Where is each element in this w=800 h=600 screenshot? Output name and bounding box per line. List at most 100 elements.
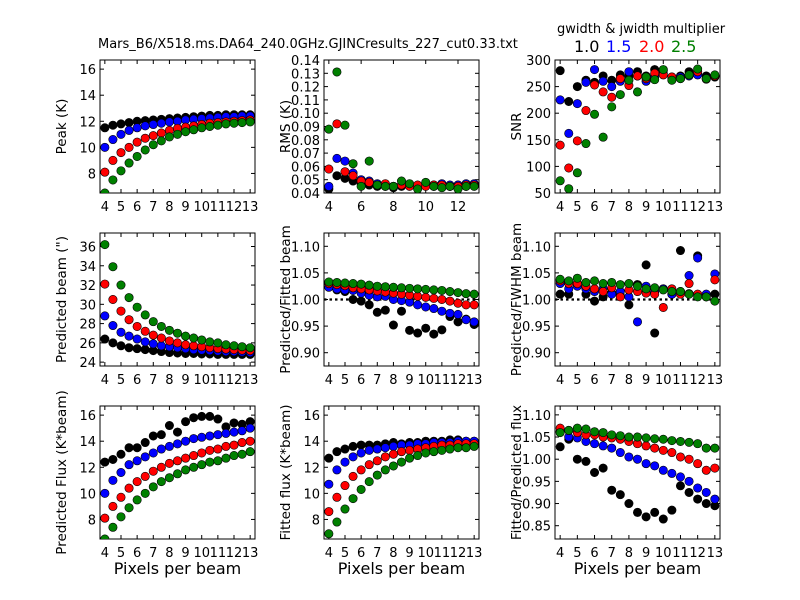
data-point-s1 <box>213 430 223 440</box>
data-point-s0 <box>581 456 591 466</box>
x-tick-label: 13 <box>466 546 483 561</box>
data-point-s0 <box>356 296 366 306</box>
y-tick-label: 12 <box>79 461 96 476</box>
data-point-s3 <box>229 451 239 461</box>
data-point-s2 <box>124 315 134 325</box>
data-point-s2 <box>641 441 651 451</box>
data-point-s3 <box>324 277 334 287</box>
data-point-s3 <box>237 449 247 459</box>
data-point-s3 <box>205 337 215 347</box>
data-point-s1 <box>632 317 642 327</box>
data-point-s3 <box>453 184 463 193</box>
data-point-s3 <box>684 437 694 447</box>
points-layer <box>324 277 479 339</box>
data-point-s2 <box>332 119 342 129</box>
data-point-s1 <box>445 308 455 318</box>
data-point-s3 <box>469 289 479 299</box>
data-point-s3 <box>598 428 608 438</box>
data-point-s2 <box>581 106 591 116</box>
data-point-s0 <box>684 487 694 497</box>
data-point-s1 <box>148 448 158 458</box>
data-point-s3 <box>380 282 390 292</box>
data-point-s3 <box>615 280 625 290</box>
data-point-s1 <box>701 487 711 497</box>
data-point-s3 <box>332 67 342 77</box>
data-point-s2 <box>461 300 471 310</box>
data-point-s0 <box>650 328 660 338</box>
data-point-s3 <box>437 285 447 295</box>
data-point-s0 <box>348 294 358 304</box>
data-point-s2 <box>684 279 694 289</box>
data-point-s0 <box>340 444 350 454</box>
data-point-s0 <box>116 119 126 129</box>
x-tick-label: 6 <box>590 546 598 561</box>
data-point-s1 <box>140 337 150 347</box>
data-point-s0 <box>356 440 366 450</box>
x-tick-label: 4 <box>556 200 564 215</box>
data-point-s2 <box>332 492 342 502</box>
panel-2: 0.040.050.060.070.080.090.100.110.120.13… <box>278 54 480 215</box>
y-axis-label: SNR <box>509 112 525 140</box>
y-tick-label: 8 <box>88 513 96 528</box>
x-tick-label: 4 <box>556 546 564 561</box>
data-point-s2 <box>607 92 617 102</box>
x-tick-label: 10 <box>655 373 672 388</box>
data-point-s1 <box>116 467 126 477</box>
data-point-s3 <box>615 431 625 441</box>
x-tick-label: 11 <box>210 200 227 215</box>
y-tick-label: 16 <box>79 409 96 424</box>
data-point-s3 <box>421 448 431 458</box>
data-point-s1 <box>229 427 239 437</box>
x-tick-label: 9 <box>405 373 413 388</box>
data-point-s2 <box>189 341 199 351</box>
data-point-s2 <box>100 513 110 523</box>
data-point-s1 <box>356 448 366 458</box>
data-point-s2 <box>156 462 166 472</box>
data-point-s3 <box>164 473 174 483</box>
data-point-s3 <box>173 129 183 139</box>
x-tick-label: 8 <box>165 373 173 388</box>
data-point-s1 <box>388 441 398 451</box>
data-point-s1 <box>710 494 720 504</box>
x-tick-label: 4 <box>325 200 333 215</box>
data-point-s1 <box>684 271 694 281</box>
data-point-s3 <box>650 434 660 444</box>
data-point-s3 <box>413 184 423 193</box>
data-point-s3 <box>108 522 118 532</box>
data-point-s3 <box>140 488 150 498</box>
x-tick-label: 10 <box>655 546 672 561</box>
data-point-s1 <box>372 444 382 454</box>
data-point-s3 <box>100 188 110 193</box>
data-point-s1 <box>461 315 471 325</box>
data-point-s3 <box>213 456 223 466</box>
data-point-s3 <box>615 90 625 100</box>
data-point-s3 <box>413 284 423 294</box>
x-tick-label: 7 <box>608 200 616 215</box>
x-tick-label: 4 <box>325 373 333 388</box>
data-point-s3 <box>701 443 711 453</box>
x-tick-label: 8 <box>389 373 397 388</box>
data-point-s3 <box>607 277 617 287</box>
data-point-s2 <box>340 481 350 491</box>
data-point-s3 <box>388 181 398 191</box>
x-tick-label: 12 <box>450 373 467 388</box>
data-point-s2 <box>164 336 174 346</box>
data-point-s3 <box>181 127 191 137</box>
data-point-s3 <box>213 120 223 130</box>
y-tick-label: 150 <box>526 134 551 149</box>
x-tick-label: 5 <box>573 546 581 561</box>
data-point-s0 <box>650 507 660 517</box>
data-point-s1 <box>100 142 110 152</box>
x-tick-label: 9 <box>642 546 650 561</box>
x-tick-label: 9 <box>405 546 413 561</box>
data-point-s1 <box>693 253 703 263</box>
y-tick-label: 1.00 <box>522 294 551 309</box>
y-axis-label: Predicted Flux (K*beam) <box>54 390 70 554</box>
y-tick-label: 0.90 <box>522 347 551 362</box>
data-point-s2 <box>173 456 183 466</box>
data-point-s2 <box>148 131 158 141</box>
data-point-s3 <box>245 343 255 353</box>
data-point-s3 <box>658 65 668 75</box>
y-tick-label: 30 <box>79 298 96 313</box>
data-point-s2 <box>108 501 118 511</box>
